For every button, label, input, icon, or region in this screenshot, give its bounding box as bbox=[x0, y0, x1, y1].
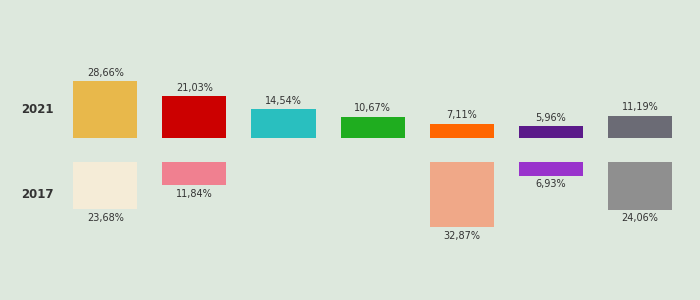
Bar bbox=[73, 162, 137, 209]
Bar bbox=[162, 96, 227, 138]
Text: 24,06%: 24,06% bbox=[622, 213, 659, 223]
Bar bbox=[430, 162, 494, 227]
Text: 11,19%: 11,19% bbox=[622, 102, 659, 112]
Text: 2021: 2021 bbox=[21, 103, 54, 116]
Text: 14,54%: 14,54% bbox=[265, 96, 302, 106]
Bar bbox=[608, 162, 672, 210]
Bar bbox=[519, 162, 583, 176]
Bar bbox=[162, 162, 227, 185]
Text: 21,03%: 21,03% bbox=[176, 83, 213, 93]
Text: 2017: 2017 bbox=[21, 188, 54, 201]
Bar bbox=[430, 124, 494, 138]
Text: 10,67%: 10,67% bbox=[354, 103, 391, 113]
Bar bbox=[608, 116, 672, 138]
Bar bbox=[341, 117, 405, 138]
Text: 6,93%: 6,93% bbox=[536, 179, 566, 189]
Text: 7,11%: 7,11% bbox=[447, 110, 477, 120]
Bar bbox=[73, 81, 137, 138]
Text: 28,66%: 28,66% bbox=[87, 68, 124, 77]
Text: 11,84%: 11,84% bbox=[176, 189, 213, 199]
Text: 32,87%: 32,87% bbox=[443, 231, 480, 241]
Bar bbox=[519, 126, 583, 138]
Bar bbox=[251, 109, 316, 138]
Text: 23,68%: 23,68% bbox=[87, 213, 124, 223]
Text: 5,96%: 5,96% bbox=[536, 113, 566, 123]
